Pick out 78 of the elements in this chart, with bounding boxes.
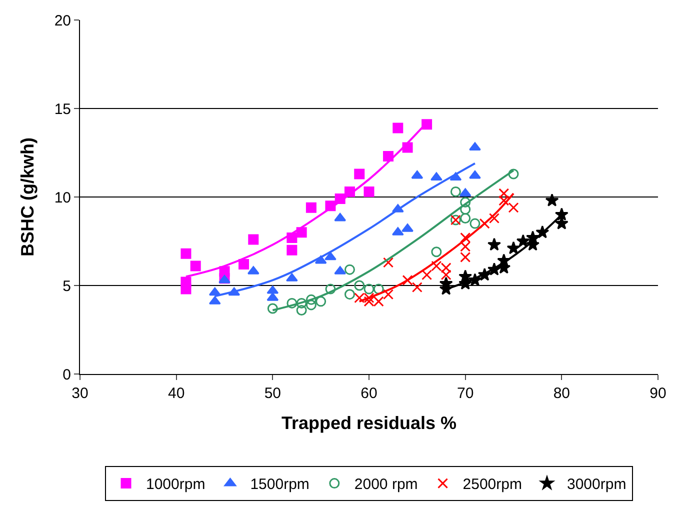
legend-label: 1500rpm — [250, 476, 310, 494]
point — [487, 238, 501, 251]
point — [460, 204, 471, 215]
point — [296, 227, 307, 238]
point — [296, 305, 307, 316]
point — [190, 260, 201, 272]
point — [554, 216, 568, 230]
x-tick-label: 70 — [456, 385, 474, 402]
point — [316, 296, 326, 307]
point — [392, 122, 404, 134]
point — [460, 241, 471, 252]
point — [364, 284, 374, 294]
point — [470, 218, 480, 229]
point — [469, 170, 481, 179]
point — [460, 232, 471, 243]
legend-label: 1000rpm — [146, 476, 206, 494]
x-axis-title: Trapped residuals % — [281, 413, 457, 434]
point — [180, 284, 192, 294]
x-tick-label: 90 — [650, 385, 666, 402]
legend-label: 2000 rpm — [354, 476, 418, 494]
x-tick-label: 40 — [168, 385, 185, 402]
point — [469, 142, 481, 150]
legend-label: 2500rpm — [462, 476, 522, 494]
point — [306, 294, 316, 305]
point — [508, 168, 519, 180]
point — [286, 298, 298, 308]
point — [460, 252, 471, 262]
y-tick-label: 5 — [62, 278, 71, 295]
point — [383, 289, 394, 300]
point — [248, 234, 259, 245]
legend-label: 3000rpm — [566, 476, 626, 494]
x-tick-label: 50 — [264, 385, 282, 402]
point — [344, 289, 355, 300]
point — [506, 241, 520, 254]
point — [286, 244, 298, 256]
point — [325, 284, 336, 294]
y-tick-label: 15 — [54, 100, 71, 118]
point — [364, 186, 374, 197]
line-series — [358, 192, 514, 302]
point — [324, 252, 336, 260]
point — [354, 280, 365, 291]
point — [344, 264, 355, 275]
point — [498, 195, 510, 206]
point — [306, 300, 316, 310]
point — [479, 218, 490, 229]
x-tick-label: 80 — [553, 385, 570, 402]
point — [431, 246, 442, 258]
point — [354, 168, 365, 180]
point — [412, 282, 422, 293]
point — [402, 274, 413, 286]
point — [296, 298, 307, 308]
point — [488, 212, 500, 224]
point — [422, 270, 432, 280]
y-tick-label: 20 — [54, 12, 71, 30]
point — [440, 270, 452, 280]
point — [402, 224, 414, 232]
point — [373, 284, 384, 294]
point — [430, 172, 442, 181]
x-tick-label: 60 — [360, 385, 378, 402]
y-axis-title: BSHC (g/kwh) — [18, 138, 38, 256]
point — [545, 193, 559, 206]
point — [334, 212, 346, 222]
point — [460, 212, 471, 224]
point — [498, 188, 510, 199]
point — [460, 197, 471, 208]
point — [306, 202, 316, 213]
point — [450, 186, 461, 197]
y-tick-label: 10 — [54, 189, 71, 206]
point — [383, 257, 394, 268]
point — [267, 303, 278, 314]
point — [208, 287, 221, 296]
point — [238, 259, 250, 270]
point — [180, 248, 192, 259]
y-tick-label: 0 — [62, 366, 71, 384]
point — [383, 151, 394, 162]
point — [516, 234, 530, 248]
point — [508, 202, 519, 213]
x-tick-label: 30 — [72, 385, 88, 402]
